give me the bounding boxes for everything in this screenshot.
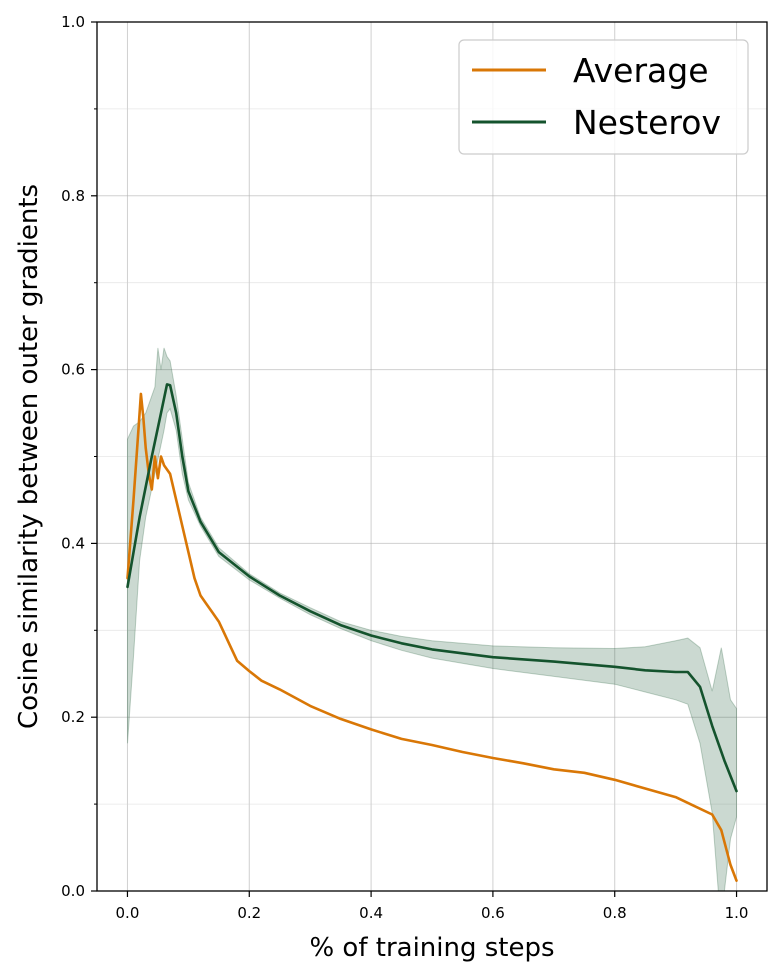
y-tick-label: 1.0 [61,13,85,31]
y-tick-label: 0.4 [61,534,85,552]
y-tick-label: 0.8 [61,187,85,205]
nesterov-line [126,383,738,793]
y-axis-label: Cosine similarity between outer gradient… [14,184,44,729]
y-tick-label: 0.6 [61,361,85,379]
nesterov-band [127,347,737,892]
legend-label-nesterov: Nesterov [573,103,721,142]
axis-ticks: 0.0 0.2 0.4 0.6 0.8 1.0 0.0 0.2 0.4 0.6 0.8 1.0 [61,13,748,922]
x-tick-label: 1.0 [725,904,749,922]
x-tick-label: 0.2 [237,904,261,922]
legend-label-average: Average [573,51,709,90]
x-tick-label: 0.0 [116,904,140,922]
y-tick-label: 0.0 [61,882,85,900]
x-tick-label: 0.8 [603,904,627,922]
x-axis-label: % of training steps [309,933,554,963]
average-line [126,392,738,882]
series-lines [126,383,738,882]
legend: Average Nesterov [458,39,749,155]
y-tick-label: 0.2 [61,708,85,726]
x-tick-label: 0.6 [481,904,505,922]
x-tick-label: 0.4 [359,904,383,922]
confidence-bands [127,347,737,892]
